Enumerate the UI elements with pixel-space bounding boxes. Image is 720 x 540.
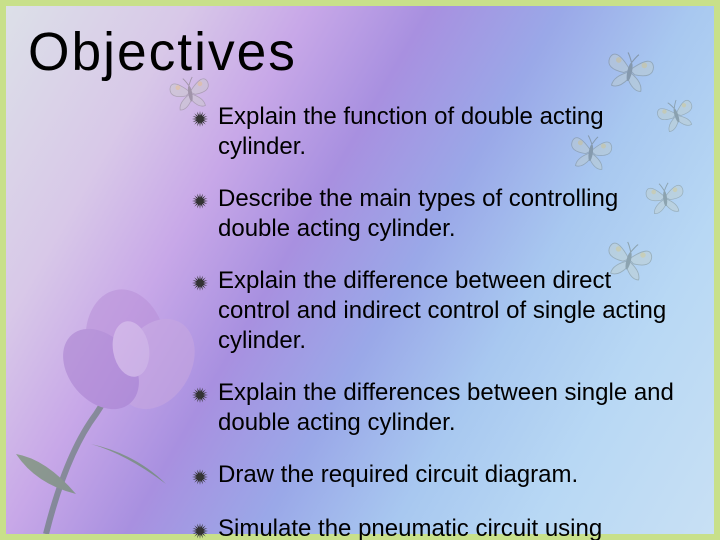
- objective-item: Describe the main types of controlling d…: [192, 184, 682, 244]
- objective-item: Explain the differences between single a…: [192, 378, 682, 438]
- objective-text: Explain the function of double acting cy…: [218, 102, 682, 162]
- objective-text: Describe the main types of controlling d…: [218, 184, 682, 244]
- objective-item: Simulate the pneumatic circuit using Flu…: [192, 514, 682, 540]
- sunburst-bullet-icon: [192, 188, 208, 216]
- sunburst-bullet-icon: [192, 464, 208, 492]
- objectives-list: Explain the function of double acting cy…: [192, 102, 682, 540]
- objective-text: Draw the required circuit diagram.: [218, 460, 682, 490]
- sunburst-bullet-icon: [192, 106, 208, 134]
- sunburst-bullet-icon: [192, 270, 208, 298]
- slide: Objectives Explain the function of doubl…: [0, 0, 720, 540]
- sunburst-bullet-icon: [192, 518, 208, 540]
- butterfly-icon: [597, 37, 663, 103]
- objective-item: Explain the function of double acting cy…: [192, 102, 682, 162]
- objective-text: Explain the difference between direct co…: [218, 266, 682, 356]
- objective-item: Explain the difference between direct co…: [192, 266, 682, 356]
- sunburst-bullet-icon: [192, 382, 208, 410]
- objective-text: Simulate the pneumatic circuit using Flu…: [218, 514, 682, 540]
- objective-item: Draw the required circuit diagram.: [192, 460, 682, 492]
- slide-title: Objectives: [28, 22, 297, 83]
- objective-text: Explain the differences between single a…: [218, 378, 682, 438]
